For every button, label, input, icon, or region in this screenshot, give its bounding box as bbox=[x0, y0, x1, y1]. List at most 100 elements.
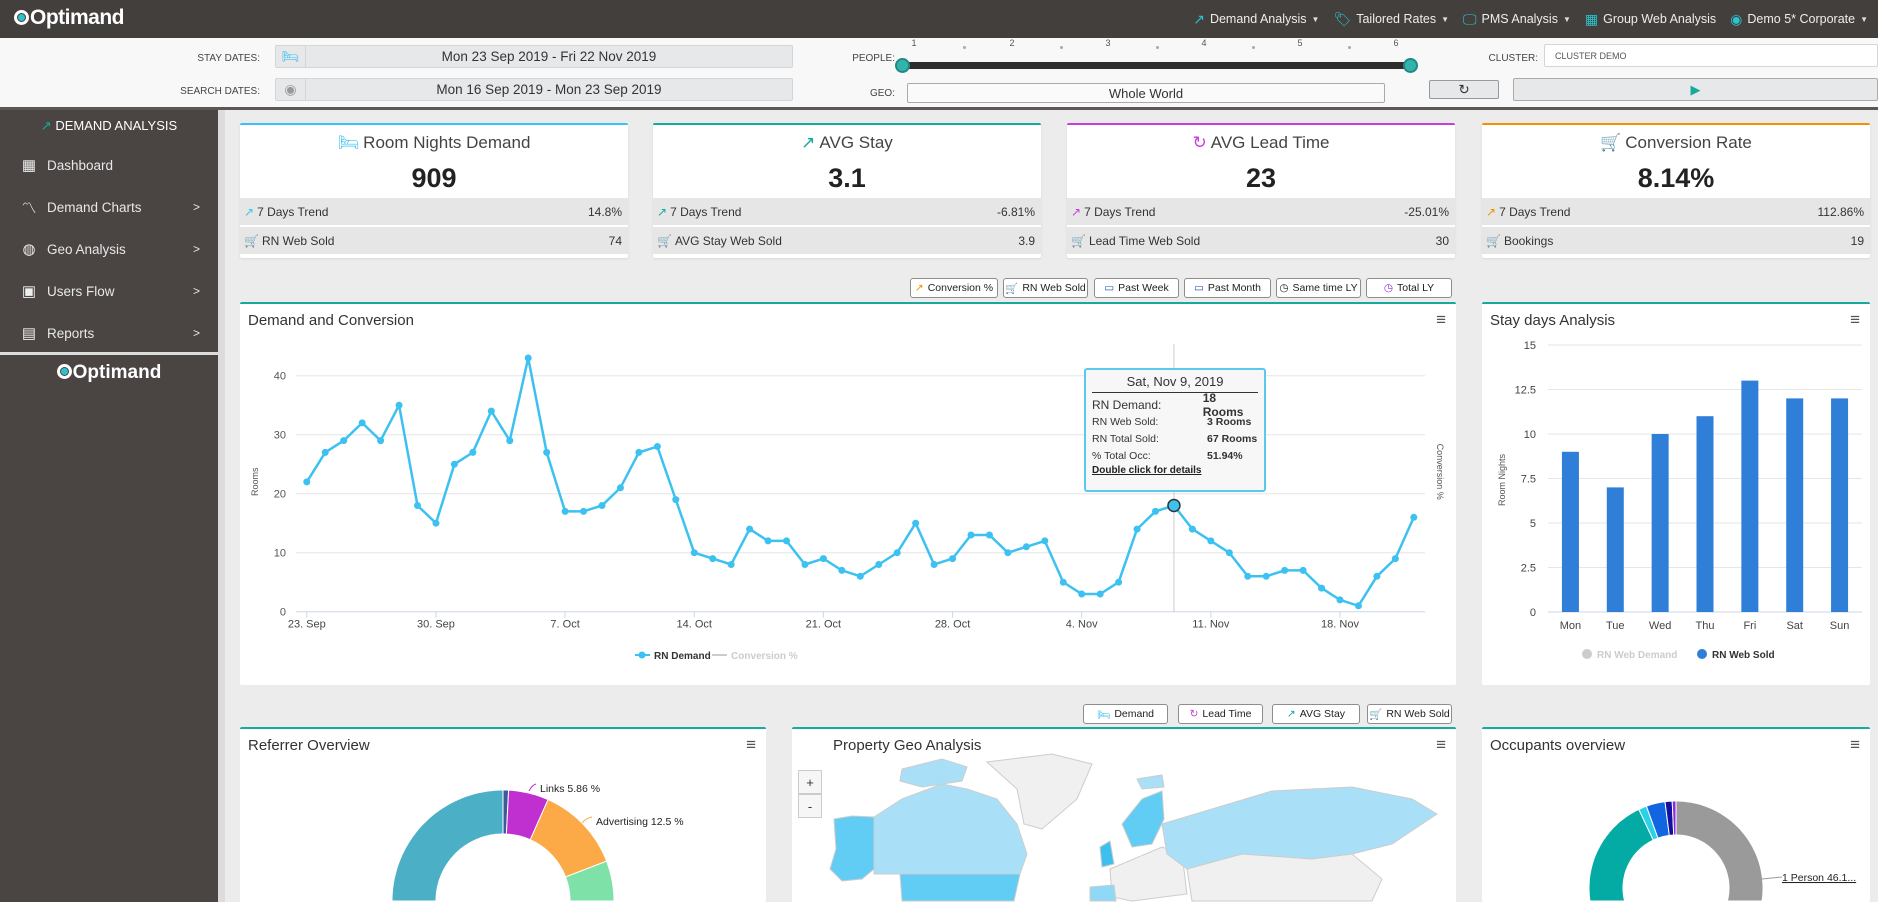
rn-web-sold-button[interactable]: 🛒 RN Web Sold bbox=[1367, 704, 1452, 724]
slice-connector bbox=[1761, 876, 1783, 880]
rn-demand-point bbox=[1133, 525, 1141, 533]
sidebar-footer-logo: Optimand bbox=[0, 362, 218, 384]
reset-button[interactable]: ↻ bbox=[1429, 80, 1499, 99]
rn-demand-point bbox=[598, 502, 606, 509]
sidebar-header-label: DEMAND ANALYSIS bbox=[55, 118, 178, 133]
tooltip-row-value: 51.94% bbox=[1207, 449, 1243, 462]
chart-menu-icon[interactable]: ≡ bbox=[1436, 735, 1446, 754]
referrer-donut-chart[interactable]: Links 5.86 % Advertising 12.5 % bbox=[240, 729, 766, 902]
button-label: RN Web Sold bbox=[1386, 708, 1450, 720]
bar-thu bbox=[1696, 416, 1714, 612]
report-icon: ▤ bbox=[21, 325, 37, 342]
rn-demand-point bbox=[1022, 543, 1030, 551]
past-week-button[interactable]: ▭ Past Week bbox=[1094, 278, 1179, 298]
rn-demand-point bbox=[487, 407, 495, 415]
people-label: PEOPLE: bbox=[852, 53, 895, 64]
cluster-select[interactable]: CLUSTER DEMO bbox=[1544, 44, 1878, 67]
kpi-card-room-nights-demand: 🛏 Room Nights Demand 909 ↗ 7 Days Trend 14.8%… bbox=[240, 123, 628, 258]
occupants-donut-chart[interactable]: 1 Person 46.1... bbox=[1482, 729, 1870, 902]
x-tick-label: Mon bbox=[1560, 620, 1581, 632]
sidebar-item-dashboard[interactable]: ▦ Dashboard bbox=[0, 148, 218, 182]
kpi-row-value: 3.9 bbox=[1018, 233, 1035, 248]
x-tick-label: 14. Oct bbox=[677, 619, 712, 631]
eye-icon: ◉ bbox=[276, 79, 306, 100]
logo-text: Optimand bbox=[30, 6, 125, 29]
bar-sun bbox=[1831, 398, 1849, 612]
stay-dates-input[interactable]: 🛏 Mon 23 Sep 2019 - Fri 22 Nov 2019 bbox=[275, 45, 793, 68]
chart-icon: 〽 bbox=[21, 199, 37, 217]
nav-group-web-analysis[interactable]: ▦ Group Web Analysis bbox=[1585, 11, 1716, 28]
search-dates-label: SEARCH DATES: bbox=[180, 86, 260, 97]
chart-menu-icon[interactable]: ≡ bbox=[1436, 310, 1446, 329]
kpi-row: 🛒 RN Web Sold 74 bbox=[240, 227, 628, 254]
people-max-handle[interactable] bbox=[1403, 58, 1418, 73]
world-map[interactable] bbox=[792, 729, 1456, 902]
map-zoom-out-button[interactable]: - bbox=[798, 794, 822, 818]
bed-icon: 🛏 bbox=[276, 46, 306, 67]
kpi-row-value: 19 bbox=[1850, 233, 1864, 248]
stay-days-bar-chart[interactable]: 0 2.5 5 7.5 10 12.5 15 Room Nights Mon Tue Wed Thu F… bbox=[1482, 302, 1870, 685]
map-zoom-in-button[interactable]: + bbox=[798, 770, 822, 794]
chart-menu-icon[interactable]: ≡ bbox=[1850, 310, 1860, 329]
past-month-button[interactable]: ▭ Past Month bbox=[1184, 278, 1271, 298]
x-tick-label: 11. Nov bbox=[1192, 619, 1230, 631]
demand-line-chart[interactable]: 0 10 20 30 40 23. Sep 30. Sep 7. Oct 14. Oct 21. … bbox=[240, 302, 1456, 685]
rn-web-sold-button[interactable]: 🛒 RN Web Sold bbox=[1003, 278, 1088, 298]
chart-menu-icon[interactable]: ≡ bbox=[746, 735, 756, 754]
x-tick-label: 18. Nov bbox=[1321, 619, 1359, 631]
people-min-handle[interactable] bbox=[895, 58, 910, 73]
rn-demand-point bbox=[450, 460, 458, 468]
legend-rn-web-demand: RN Web Demand bbox=[1597, 650, 1677, 661]
search-dates-input[interactable]: ◉ Mon 16 Sep 2019 - Mon 23 Sep 2019 bbox=[275, 78, 793, 101]
x-tick-label: Sat bbox=[1786, 620, 1803, 632]
sidebar-divider bbox=[0, 352, 218, 355]
x-tick-label: 7. Oct bbox=[550, 619, 579, 631]
sidebar-item-reports[interactable]: ▤ Reports > bbox=[0, 316, 218, 350]
nav-demo-5-corporate[interactable]: ◉ Demo 5* Corporate ▼ bbox=[1730, 11, 1868, 28]
chevron-right-icon: > bbox=[192, 200, 200, 214]
rn-demand-point bbox=[875, 561, 883, 568]
rn-demand-point bbox=[1336, 596, 1344, 604]
lead-time-button[interactable]: ↻ Lead Time bbox=[1178, 704, 1263, 724]
kpi-card-avg-lead-time: ↻ AVG Lead Time 23 ↗ 7 Days Trend -25.01% 🛒 Lea… bbox=[1067, 123, 1455, 258]
nav-tailored-rates[interactable]: 🏷 Tailored Rates ▼ bbox=[1333, 11, 1449, 28]
button-label: Conversion % bbox=[927, 282, 994, 294]
app-logo[interactable]: Optimand bbox=[14, 6, 125, 30]
rn-demand-point bbox=[1225, 549, 1233, 557]
people-slider-track[interactable] bbox=[901, 62, 1411, 69]
x-tick-label: Tue bbox=[1606, 620, 1625, 632]
nav-demand-analysis[interactable]: ↗ Demand Analysis ▼ bbox=[1193, 11, 1319, 28]
sidebar-item-users-flow[interactable]: ▣ Users Flow > bbox=[0, 274, 218, 308]
donut-slice bbox=[551, 860, 615, 902]
total-ly-button[interactable]: ◷ Total LY bbox=[1366, 278, 1452, 298]
tooltip-details-link[interactable]: Double click for details bbox=[1092, 465, 1202, 476]
x-tick-label: Fri bbox=[1743, 620, 1756, 632]
avg-stay-button[interactable]: ↗ AVG Stay bbox=[1272, 704, 1360, 724]
trend-icon: ↗ bbox=[1071, 204, 1082, 219]
kpi-row-label: 7 Days Trend bbox=[1499, 204, 1571, 219]
tag-icon: 🏷 bbox=[1333, 10, 1352, 27]
geo-select[interactable]: Whole World bbox=[907, 83, 1385, 103]
conversion--button[interactable]: ↗ Conversion % bbox=[910, 278, 998, 298]
same-time-ly-button[interactable]: ◷ Same time LY bbox=[1276, 278, 1361, 298]
map-region-usa bbox=[899, 873, 1021, 902]
y-tick-label: 12.5 bbox=[1515, 385, 1536, 397]
kpi-row-value: 112.86% bbox=[1817, 204, 1864, 219]
rn-demand-point bbox=[303, 478, 311, 486]
chart-menu-icon[interactable]: ≡ bbox=[1850, 735, 1860, 754]
kpi-card-avg-stay: ↗ AVG Stay 3.1 ↗ 7 Days Trend -6.81% 🛒 AVG Stay… bbox=[653, 123, 1041, 258]
flow-icon: ▣ bbox=[21, 283, 37, 300]
sidebar-item-demand-charts[interactable]: 〽 Demand Charts > bbox=[0, 190, 218, 224]
kpi-row-label: AVG Stay Web Sold bbox=[674, 233, 782, 248]
calendar-icon: ▭ bbox=[1104, 282, 1115, 294]
chevron-right-icon: > bbox=[192, 326, 200, 340]
kpi-row-value: 74 bbox=[608, 233, 622, 248]
tooltip-row: RN Demand: 18 Rooms bbox=[1092, 391, 1258, 419]
cart-icon: 🛒 bbox=[657, 233, 672, 248]
demand-button[interactable]: 🛏 Demand bbox=[1083, 704, 1168, 724]
run-button[interactable]: ▶ bbox=[1513, 78, 1878, 101]
sidebar-item-geo-analysis[interactable]: ◍ Geo Analysis > bbox=[0, 232, 218, 266]
rn-demand-point bbox=[709, 555, 717, 563]
button-label: Same time LY bbox=[1292, 282, 1358, 294]
nav-pms-analysis[interactable]: 🖵 PMS Analysis ▼ bbox=[1463, 11, 1571, 28]
